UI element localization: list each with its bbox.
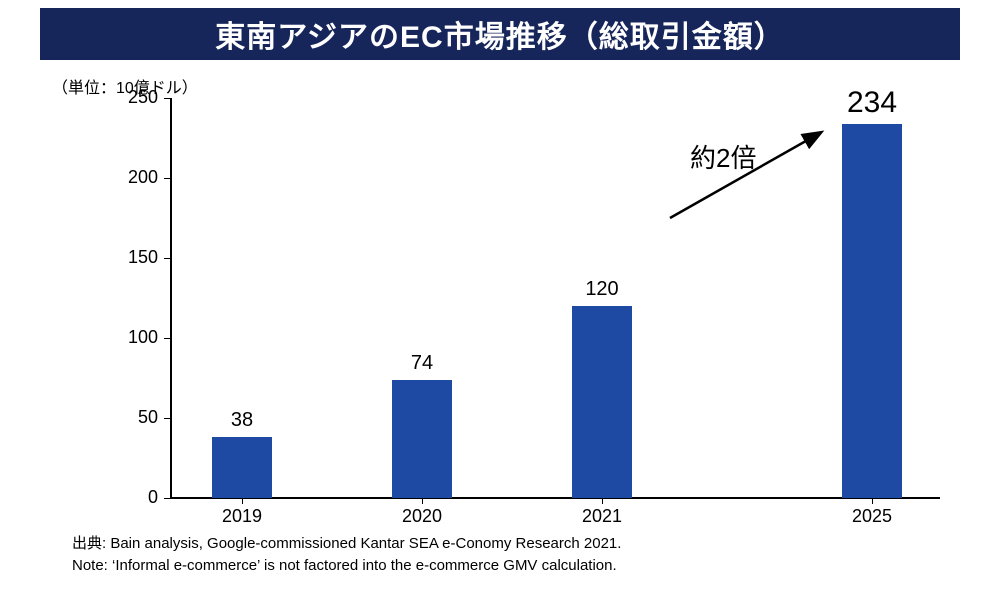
title-bar: 東南アジアのEC市場推移（総取引金額） bbox=[40, 8, 960, 60]
y-tick-label: 50 bbox=[98, 407, 158, 428]
footnote-source: 出典: Bain analysis, Google-commissioned K… bbox=[72, 534, 621, 554]
annotation-arrow bbox=[170, 98, 940, 498]
y-tick-label: 250 bbox=[98, 87, 158, 108]
title-text: 東南アジアのEC市場推移（総取引金額） bbox=[215, 12, 784, 56]
x-tick-label: 2025 bbox=[832, 506, 912, 527]
y-tick-label: 150 bbox=[98, 247, 158, 268]
x-tick-mark bbox=[602, 498, 603, 504]
footnote-note: Note: ‘Informal e-commerce’ is not facto… bbox=[72, 556, 617, 576]
x-tick-label: 2020 bbox=[382, 506, 462, 527]
y-tick-mark bbox=[164, 498, 170, 499]
y-tick-label: 200 bbox=[98, 167, 158, 188]
bar-chart: 0501001502002503820197420201202021234202… bbox=[170, 98, 940, 498]
x-tick-mark bbox=[422, 498, 423, 504]
y-tick-label: 0 bbox=[98, 487, 158, 508]
x-tick-mark bbox=[242, 498, 243, 504]
y-tick-label: 100 bbox=[98, 327, 158, 348]
x-tick-mark bbox=[872, 498, 873, 504]
x-tick-label: 2021 bbox=[562, 506, 642, 527]
x-tick-label: 2019 bbox=[202, 506, 282, 527]
